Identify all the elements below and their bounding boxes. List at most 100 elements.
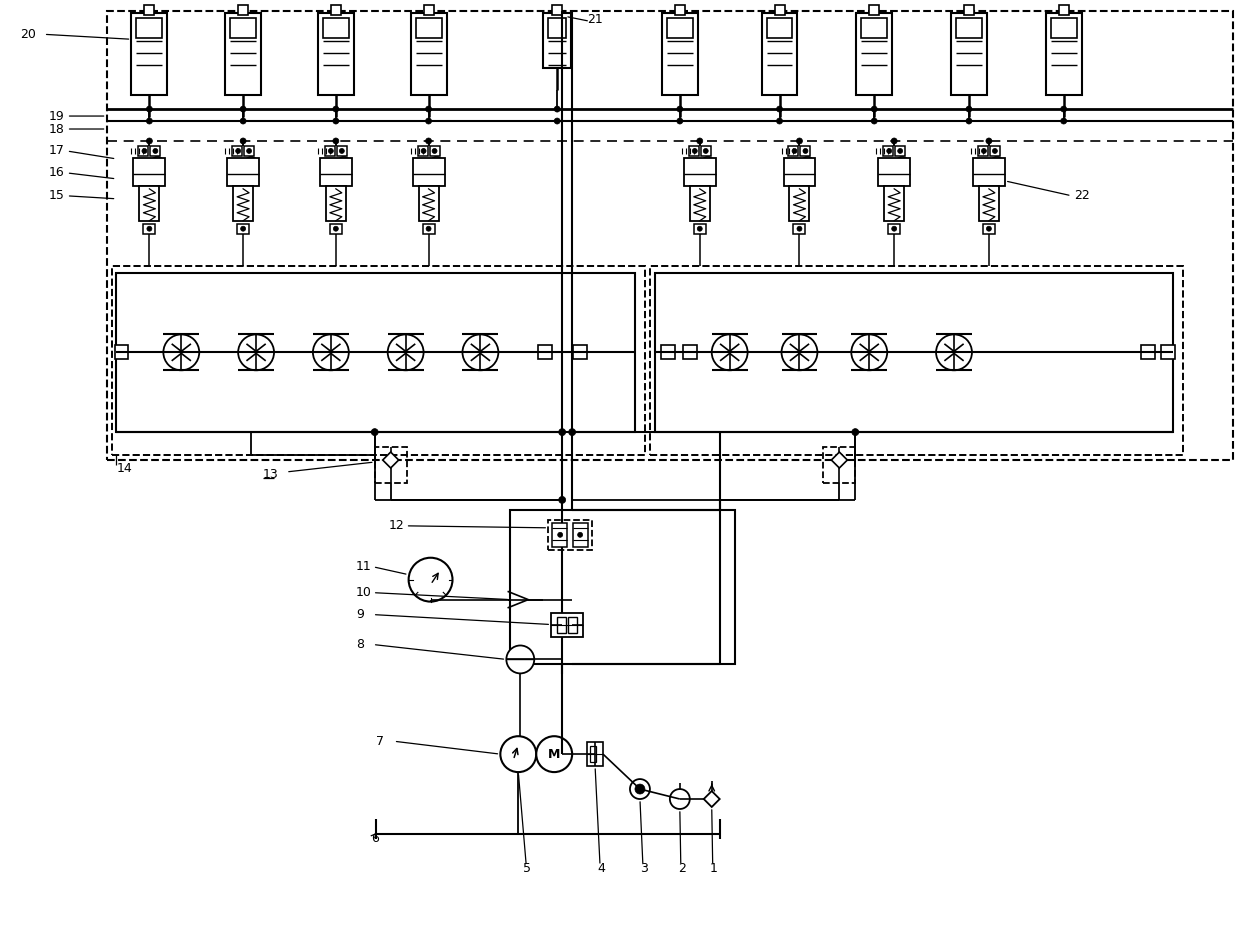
Bar bbox=[415, 19, 441, 38]
Text: 19: 19 bbox=[48, 110, 64, 123]
Circle shape bbox=[852, 335, 887, 371]
Circle shape bbox=[697, 226, 702, 231]
Text: 9: 9 bbox=[356, 608, 363, 621]
Bar bbox=[1045, 13, 1081, 95]
Circle shape bbox=[559, 496, 565, 504]
Polygon shape bbox=[383, 452, 398, 468]
Bar bbox=[587, 742, 603, 766]
Bar bbox=[326, 186, 346, 220]
Bar bbox=[689, 186, 709, 220]
Bar bbox=[511, 510, 734, 664]
Bar bbox=[983, 224, 994, 234]
Polygon shape bbox=[831, 452, 847, 468]
Circle shape bbox=[409, 558, 453, 601]
Circle shape bbox=[427, 226, 432, 231]
Circle shape bbox=[898, 148, 903, 154]
Bar bbox=[694, 224, 706, 234]
Circle shape bbox=[986, 226, 992, 231]
Circle shape bbox=[1060, 118, 1066, 124]
Text: 10: 10 bbox=[356, 586, 372, 599]
Bar bbox=[322, 19, 348, 38]
Circle shape bbox=[371, 429, 378, 435]
Text: 18: 18 bbox=[48, 123, 64, 135]
Circle shape bbox=[332, 138, 339, 144]
Bar bbox=[337, 146, 347, 156]
Text: M: M bbox=[548, 748, 560, 761]
Bar bbox=[573, 345, 587, 359]
Circle shape bbox=[554, 106, 560, 112]
Circle shape bbox=[712, 335, 748, 371]
Circle shape bbox=[425, 138, 432, 144]
Bar bbox=[655, 273, 1173, 432]
Circle shape bbox=[990, 157, 1004, 171]
Text: 17: 17 bbox=[48, 144, 64, 158]
Bar bbox=[413, 158, 444, 186]
Circle shape bbox=[635, 784, 645, 794]
Bar bbox=[688, 146, 699, 156]
Bar bbox=[761, 13, 797, 95]
Circle shape bbox=[141, 148, 146, 154]
Circle shape bbox=[703, 148, 708, 154]
Bar bbox=[552, 522, 567, 547]
Bar bbox=[374, 447, 407, 483]
Text: 5: 5 bbox=[523, 862, 531, 875]
Circle shape bbox=[797, 226, 802, 231]
Circle shape bbox=[1060, 106, 1066, 112]
Bar bbox=[973, 158, 1004, 186]
Circle shape bbox=[677, 106, 683, 112]
Bar bbox=[410, 13, 446, 95]
Circle shape bbox=[677, 118, 683, 124]
Bar bbox=[231, 19, 257, 38]
Bar bbox=[317, 13, 353, 95]
Circle shape bbox=[501, 736, 536, 772]
Text: 11: 11 bbox=[356, 560, 372, 573]
Bar bbox=[1162, 345, 1176, 359]
Circle shape bbox=[463, 335, 498, 371]
Circle shape bbox=[887, 148, 892, 154]
Circle shape bbox=[630, 779, 650, 799]
Bar bbox=[888, 224, 900, 234]
Bar bbox=[801, 146, 811, 156]
Bar bbox=[662, 13, 698, 95]
Bar bbox=[552, 6, 562, 15]
Bar bbox=[794, 224, 806, 234]
Circle shape bbox=[312, 335, 348, 371]
Circle shape bbox=[776, 118, 782, 124]
Circle shape bbox=[966, 118, 972, 124]
Circle shape bbox=[247, 148, 252, 154]
Bar bbox=[131, 13, 167, 95]
Bar bbox=[325, 146, 335, 156]
Bar bbox=[227, 158, 259, 186]
Circle shape bbox=[776, 106, 782, 112]
Bar bbox=[226, 13, 262, 95]
Circle shape bbox=[334, 226, 339, 231]
Bar bbox=[675, 6, 684, 15]
Circle shape bbox=[241, 106, 246, 112]
Bar bbox=[538, 345, 552, 359]
Circle shape bbox=[238, 335, 274, 371]
Text: 1: 1 bbox=[709, 862, 718, 875]
Circle shape bbox=[559, 429, 565, 435]
Circle shape bbox=[578, 532, 583, 537]
Circle shape bbox=[146, 106, 153, 112]
Text: 12: 12 bbox=[388, 520, 404, 533]
Circle shape bbox=[241, 226, 246, 231]
Circle shape bbox=[506, 645, 534, 673]
Text: 16: 16 bbox=[48, 166, 64, 179]
Circle shape bbox=[697, 138, 703, 144]
Bar bbox=[418, 146, 428, 156]
Bar bbox=[423, 224, 434, 234]
Circle shape bbox=[804, 148, 808, 154]
Bar bbox=[237, 224, 249, 234]
Circle shape bbox=[981, 148, 986, 154]
Circle shape bbox=[852, 429, 859, 435]
Circle shape bbox=[422, 148, 427, 154]
Bar bbox=[857, 13, 893, 95]
Circle shape bbox=[432, 148, 436, 154]
Bar bbox=[963, 6, 973, 15]
Bar bbox=[683, 158, 715, 186]
Circle shape bbox=[569, 429, 575, 435]
Circle shape bbox=[986, 138, 992, 144]
Circle shape bbox=[337, 157, 351, 171]
Circle shape bbox=[892, 226, 897, 231]
